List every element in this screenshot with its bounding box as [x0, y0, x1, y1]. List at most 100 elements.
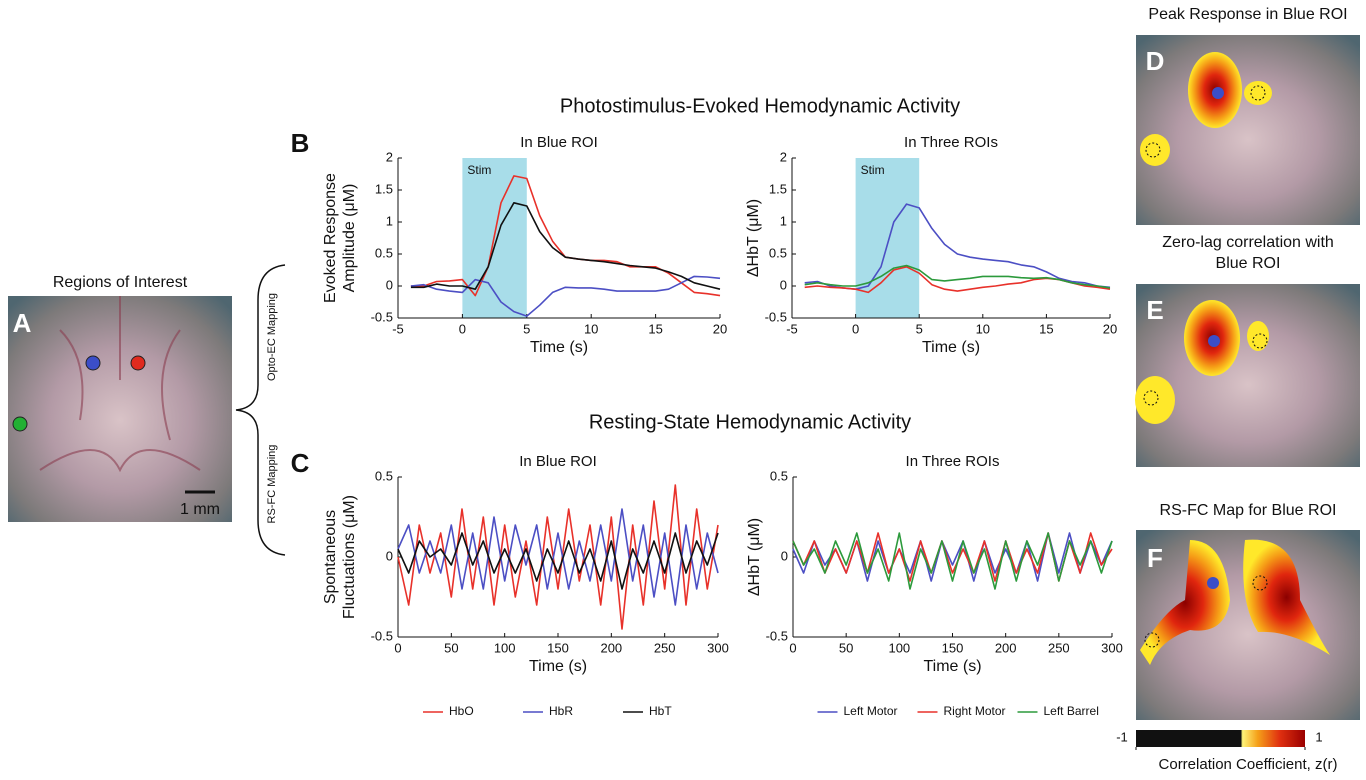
roi-outline [1252, 575, 1268, 591]
y-tick-label: -0.5 [371, 309, 393, 324]
series-line [804, 264, 1111, 289]
x-tick-label: 0 [852, 321, 859, 336]
series-line [410, 275, 721, 317]
x-tick-label: 5 [523, 321, 530, 336]
x-tick-label: 150 [547, 640, 569, 655]
image-title: Peak Response in Blue ROI [1148, 6, 1347, 23]
y-tick-label: -0.5 [765, 309, 787, 324]
x-tick-label: 200 [600, 640, 622, 655]
scale-label: 1 mm [180, 501, 220, 518]
roi-dot [12, 416, 28, 432]
legend-label: HbR [549, 704, 573, 718]
roi-outline [1252, 333, 1268, 349]
roi-dot [1212, 87, 1224, 99]
x-tick-label: 200 [995, 640, 1017, 655]
series-line [792, 532, 1113, 582]
y-axis-label: Fluctuations (μM) [341, 495, 358, 619]
x-tick-label: 0 [459, 321, 466, 336]
panel-label: E [1146, 295, 1163, 325]
x-tick-label: 5 [916, 321, 923, 336]
roi-dot [1207, 577, 1219, 589]
panel-label: C [291, 448, 310, 478]
roi-outline [1144, 632, 1160, 648]
roi-outline [1143, 390, 1159, 406]
series-line [397, 484, 719, 630]
x-tick-label: 250 [654, 640, 676, 655]
series-line [792, 532, 1113, 590]
legend-label: Right Motor [944, 704, 1006, 718]
x-tick-label: 50 [444, 640, 458, 655]
y-tick-label: 1.5 [769, 181, 787, 196]
x-tick-label: 150 [942, 640, 964, 655]
x-tick-label: 100 [494, 640, 516, 655]
brace-label: Opto-EC Mapping [266, 293, 278, 381]
y-tick-label: -0.5 [371, 628, 393, 643]
chart-title: In Three ROIs [904, 134, 998, 151]
y-tick-label: 0.5 [769, 245, 787, 260]
colorbar-tick-label: -1 [1116, 729, 1128, 744]
x-tick-label: 0 [394, 640, 401, 655]
stim-label: Stim [467, 163, 491, 177]
x-tick-label: 0 [789, 640, 796, 655]
x-axis-label: Time (s) [923, 658, 981, 675]
y-tick-label: 0.5 [770, 468, 788, 483]
x-tick-label: 100 [888, 640, 910, 655]
panel-label: A [13, 308, 32, 338]
x-tick-label: -5 [786, 321, 798, 336]
x-tick-label: 20 [713, 321, 727, 336]
activation-blob [1140, 134, 1170, 166]
roi-outline [1250, 85, 1266, 101]
chart-title: In Blue ROI [519, 453, 597, 470]
y-tick-label: 1 [780, 213, 787, 228]
x-tick-label: 300 [707, 640, 729, 655]
activation-blob [1243, 539, 1330, 655]
stim-shade [855, 158, 920, 318]
roi-outline [1145, 142, 1161, 158]
brain-image [1136, 284, 1360, 467]
y-tick-label: 0 [781, 548, 788, 563]
section-heading: Resting-State Hemodynamic Activity [589, 411, 911, 433]
y-axis-label: Spontaneous [322, 510, 339, 604]
series-line [397, 532, 719, 590]
y-tick-label: 0 [386, 548, 393, 563]
legend-label: Left Barrel [1044, 704, 1099, 718]
y-tick-label: 0 [780, 277, 787, 292]
y-axis-label: Amplitude (μM) [341, 184, 358, 293]
chart-title: In Three ROIs [906, 453, 1000, 470]
legend-label: HbO [449, 704, 474, 718]
colorbar [1136, 730, 1305, 747]
legend-label: Left Motor [844, 704, 898, 718]
y-tick-label: 2 [386, 149, 393, 164]
y-tick-label: 1.5 [375, 181, 393, 196]
y-tick-label: 1 [386, 213, 393, 228]
y-tick-label: 2 [780, 149, 787, 164]
y-tick-label: 0 [386, 277, 393, 292]
roi-dot [130, 355, 146, 371]
activation-blob [1135, 376, 1175, 424]
y-axis-label: ΔHbT (μM) [746, 518, 763, 596]
x-tick-label: 10 [584, 321, 598, 336]
y-tick-label: 0.5 [375, 245, 393, 260]
brain-image [1136, 35, 1360, 225]
y-axis-label: ΔHbT (μM) [745, 199, 762, 277]
panel-label: D [1146, 46, 1165, 76]
series-line [804, 203, 1111, 290]
y-axis-label: Evoked Response [322, 173, 339, 303]
image-title: RS-FC Map for Blue ROI [1160, 502, 1337, 519]
roi-dot [85, 355, 101, 371]
x-tick-label: 20 [1103, 321, 1117, 336]
panel-label: F [1147, 543, 1163, 573]
x-tick-label: 15 [1039, 321, 1053, 336]
x-axis-label: Time (s) [530, 339, 588, 356]
legend-label: HbT [649, 704, 672, 718]
panel-label: B [291, 128, 310, 158]
x-tick-label: -5 [392, 321, 404, 336]
image-title: Regions of Interest [53, 274, 188, 291]
vessels [39, 296, 201, 473]
section-heading: Photostimulus-Evoked Hemodynamic Activit… [560, 95, 960, 117]
x-tick-label: 10 [976, 321, 990, 336]
image-title: Blue ROI [1216, 255, 1281, 272]
x-tick-label: 300 [1101, 640, 1123, 655]
chart-title: In Blue ROI [520, 134, 598, 151]
